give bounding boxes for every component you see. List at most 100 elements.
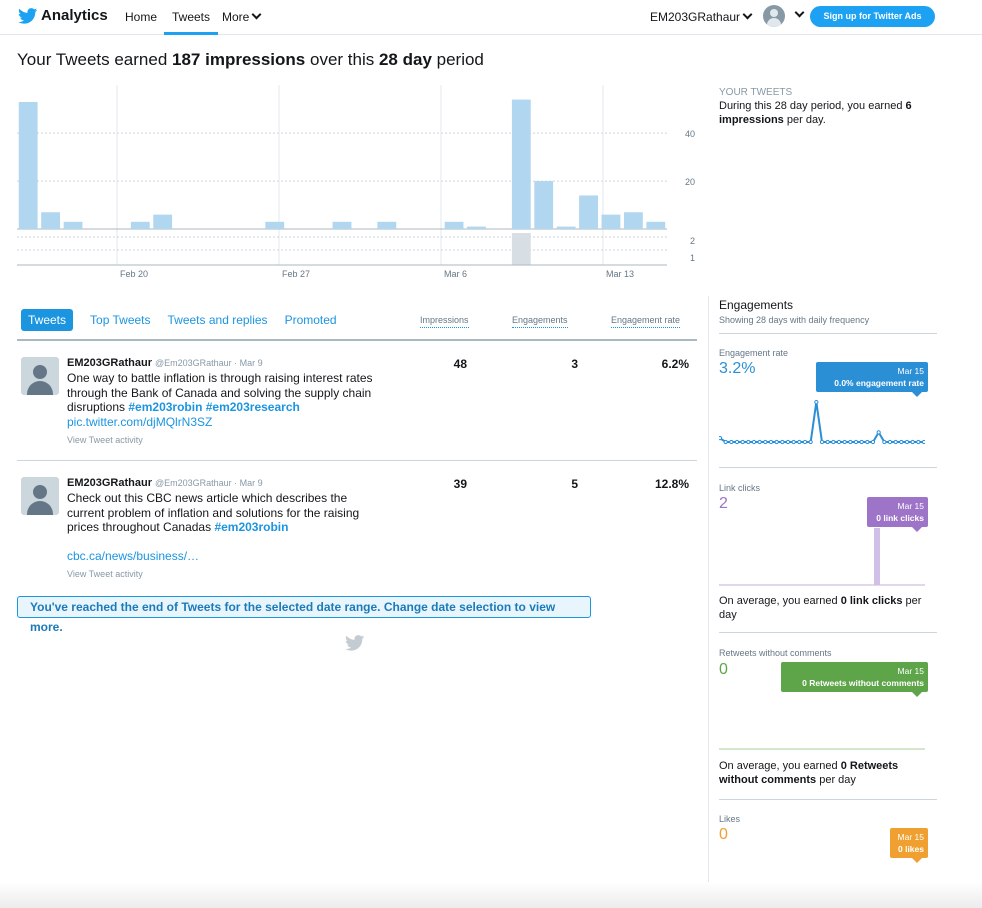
sign-up-ads-button[interactable]: Sign up for Twitter Ads xyxy=(810,6,935,27)
retweets-tooltip: Mar 15 0 Retweets without comments xyxy=(781,662,928,697)
tweet-text: Check out this CBC news article which de… xyxy=(67,491,377,535)
tab-tweets[interactable]: Tweets xyxy=(21,309,74,331)
tweet-name: EM203GRathaur xyxy=(67,357,152,369)
rate-point xyxy=(768,439,774,445)
tab-top-tweets[interactable]: Top Tweets xyxy=(90,313,151,327)
account-name: EM203GRathaur xyxy=(650,10,741,24)
divider xyxy=(719,799,937,800)
tooltip-date: Mar 15 xyxy=(897,501,924,511)
bar xyxy=(265,221,285,229)
column-engagements[interactable]: Engagements xyxy=(512,315,568,328)
link-clicks-value: 2 xyxy=(719,495,728,512)
tooltip-date: Mar 15 xyxy=(897,666,924,676)
headline-prefix: Your Tweets earned xyxy=(17,50,173,69)
end-of-tweets-notice[interactable]: You've reached the end of Tweets for the… xyxy=(17,596,591,634)
tweet-hashtags[interactable]: #em203robin #em203research xyxy=(128,400,300,414)
avg-prefix: On average, you earned xyxy=(719,760,841,772)
tweet-author: EM203GRathaur @Em203GRathaur · Mar 9 xyxy=(67,357,263,369)
impressions-chart: 40 20 2 1 Feb 20 Feb 27 Mar 6 Mar 13 xyxy=(17,85,697,285)
rate-point xyxy=(729,439,734,445)
tweet-hashtags[interactable]: #em203robin xyxy=(214,520,289,534)
bar xyxy=(623,212,643,229)
table-row[interactable]: EM203GRathaur @Em203GRathaur · Mar 9 One … xyxy=(17,357,697,449)
bar xyxy=(511,99,531,229)
twitter-bird-icon xyxy=(345,635,365,651)
link-clicks-chart xyxy=(719,528,925,586)
avg-value: 0 link clicks xyxy=(840,595,903,607)
summary-text-2: per day. xyxy=(783,114,826,126)
tweet-link[interactable]: cbc.ca/news/business/… xyxy=(67,549,200,563)
twitter-bird-icon xyxy=(18,7,38,24)
rate-point xyxy=(916,439,921,445)
rate-point xyxy=(734,439,740,445)
table-row[interactable]: EM203GRathaur @Em203GRathaur · Mar 9 Chec… xyxy=(17,477,697,581)
rate-point xyxy=(746,439,751,445)
rate-point xyxy=(802,439,808,445)
tweet-impressions: 39 xyxy=(453,477,467,491)
column-engagement-rate[interactable]: Engagement rate xyxy=(611,315,681,328)
rate-point xyxy=(740,439,745,445)
bar xyxy=(130,221,150,229)
tooltip-date: Mar 15 xyxy=(897,366,924,376)
brand[interactable]: Analytics xyxy=(18,7,108,24)
bar xyxy=(377,221,397,229)
tweet-engagement-rate: 6.2% xyxy=(661,357,689,371)
retweets-average: On average, you earned 0 Retweets withou… xyxy=(719,759,934,787)
engagements-title: Engagements xyxy=(719,298,794,312)
avg-suffix: per day xyxy=(719,595,922,621)
avatar xyxy=(21,357,59,395)
view-tweet-activity-link[interactable]: View Tweet activity xyxy=(67,435,143,445)
your-tweets-summary: YOUR TWEETS During this 28 day period, y… xyxy=(719,87,939,127)
nav-tweets[interactable]: Tweets xyxy=(164,0,219,35)
rate-point xyxy=(774,439,779,445)
tab-tweets-and-replies[interactable]: Tweets and replies xyxy=(167,313,268,327)
rate-point xyxy=(785,439,791,445)
page-bottom-fade xyxy=(0,882,982,908)
bar xyxy=(556,226,576,229)
likes-value: 0 xyxy=(719,826,728,843)
rate-point xyxy=(876,430,881,435)
rate-point xyxy=(831,439,836,445)
rate-point xyxy=(797,439,802,445)
tweet-body: Check out this CBC news article which de… xyxy=(67,491,360,534)
rate-point xyxy=(808,439,813,445)
divider xyxy=(719,467,937,468)
avatar[interactable] xyxy=(763,5,785,27)
rate-point xyxy=(751,439,757,445)
summary-heading: YOUR TWEETS xyxy=(719,87,793,98)
engagement-rate-value: 3.2% xyxy=(719,360,756,377)
tweet-handle: @Em203GRathaur xyxy=(154,478,232,488)
tweet-link[interactable]: pic.twitter.com/djMQlrN3SZ xyxy=(67,415,213,429)
summary-unit: impressions xyxy=(719,114,784,126)
nav-more[interactable]: More xyxy=(222,9,262,24)
chevron-down-icon[interactable] xyxy=(794,7,805,18)
bar xyxy=(41,212,61,229)
rate-point xyxy=(848,439,853,445)
view-tweet-activity-link[interactable]: View Tweet activity xyxy=(67,569,143,579)
divider xyxy=(719,632,937,633)
tweet-engagements: 5 xyxy=(571,477,578,491)
x-tick-label: Feb 20 xyxy=(120,269,148,279)
tooltip-value: 0 link clicks xyxy=(876,513,924,523)
y-tick-label: 2 xyxy=(690,236,695,246)
summary-text: During this 28 day period, you earned 6 i… xyxy=(719,99,939,127)
rate-point xyxy=(763,439,768,445)
divider xyxy=(719,333,937,334)
rate-line xyxy=(719,402,924,443)
rate-point xyxy=(814,400,819,405)
brand-title: Analytics xyxy=(41,7,108,24)
headline-suffix: period xyxy=(431,50,484,69)
engagements-subtitle: Showing 28 days with daily frequency xyxy=(719,315,870,325)
avg-prefix: On average, you earned xyxy=(719,595,841,607)
x-tick-label: Mar 6 xyxy=(444,269,467,279)
tweet-engagements: 3 xyxy=(571,357,578,371)
rate-point xyxy=(904,439,910,445)
nav-home[interactable]: Home xyxy=(125,10,158,24)
likes-tooltip: Mar 15 0 likes xyxy=(890,828,928,863)
x-tick-label: Feb 27 xyxy=(282,269,310,279)
rate-point xyxy=(910,439,915,445)
account-menu[interactable]: EM203GRathaur xyxy=(650,9,753,24)
tweet-tabs: Tweets Top Tweets Tweets and replies Pro… xyxy=(21,309,354,331)
column-impressions[interactable]: Impressions xyxy=(420,315,469,328)
tab-promoted[interactable]: Promoted xyxy=(284,313,337,327)
